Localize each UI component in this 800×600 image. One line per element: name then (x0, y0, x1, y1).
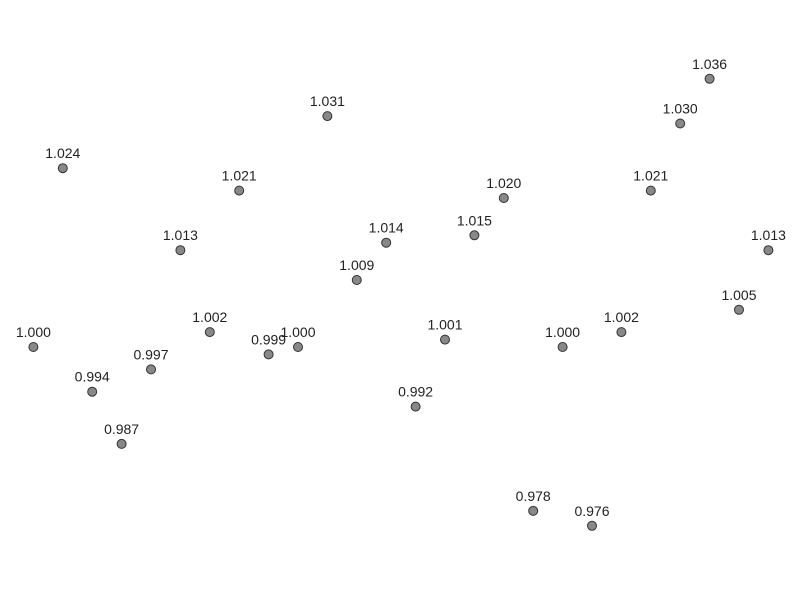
data-point (763, 245, 774, 256)
data-label: 0.999 (251, 331, 286, 347)
data-label: 1.013 (751, 227, 786, 243)
data-point (616, 327, 627, 338)
data-label: 1.000 (16, 324, 51, 340)
data-label: 1.020 (486, 175, 521, 191)
data-label: 1.002 (192, 309, 227, 325)
data-label: 1.002 (604, 309, 639, 325)
data-point (528, 505, 539, 516)
data-label: 1.031 (310, 93, 345, 109)
data-point (175, 245, 186, 256)
data-label: 1.005 (721, 287, 756, 303)
data-label: 1.024 (45, 145, 80, 161)
data-label: 0.992 (398, 384, 433, 400)
data-point (28, 342, 39, 352)
data-point (557, 342, 568, 352)
data-point (57, 163, 68, 174)
data-point (440, 334, 450, 345)
data-label: 1.009 (339, 257, 374, 273)
data-label: 1.000 (545, 324, 580, 340)
data-point (293, 342, 303, 352)
labels-layer: 1.000 1.024 0.994 0.987 0.997 1.013 1.002 1.021… (16, 56, 786, 519)
data-label: 1.001 (427, 317, 462, 333)
data-point (645, 185, 656, 196)
data-label: 0.994 (75, 369, 110, 385)
data-label: 1.036 (692, 56, 727, 72)
data-point (704, 73, 715, 84)
data-label: 0.976 (574, 503, 609, 519)
data-point (381, 237, 392, 248)
data-label: 0.978 (516, 488, 551, 504)
points-layer (28, 73, 774, 531)
data-point (263, 349, 274, 360)
data-point (410, 401, 421, 412)
data-label: 1.030 (663, 101, 698, 117)
data-label: 1.014 (369, 220, 404, 236)
data-point (469, 230, 480, 241)
data-point (587, 520, 597, 531)
data-point (322, 111, 333, 122)
data-label: 1.013 (163, 227, 198, 243)
data-point (675, 118, 686, 129)
data-point (734, 304, 744, 315)
data-point (204, 327, 215, 338)
data-label: 0.987 (104, 421, 139, 437)
data-label: 0.997 (133, 346, 168, 362)
data-point (351, 275, 362, 285)
data-point (498, 193, 509, 203)
data-label: 1.021 (633, 168, 668, 184)
data-label: 1.015 (457, 212, 492, 228)
data-label: 1.000 (280, 324, 315, 340)
data-point (146, 364, 156, 375)
data-label: 1.021 (222, 168, 257, 184)
data-point (234, 185, 245, 196)
data-point (87, 386, 98, 397)
data-point (116, 438, 127, 449)
